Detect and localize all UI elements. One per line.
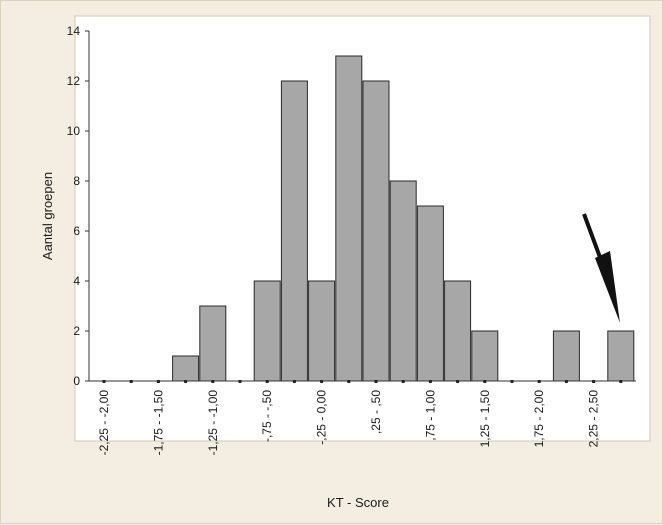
bar [172, 355, 200, 382]
x-tick-mark [510, 380, 514, 383]
x-tick-mark [564, 380, 568, 383]
y-tick-label: 10 [67, 124, 81, 138]
y-tick-label: 0 [73, 374, 80, 388]
x-tick-mark [184, 380, 188, 383]
bar [607, 330, 635, 382]
bar [308, 280, 336, 382]
x-tick-mark [619, 380, 623, 383]
bar [416, 205, 444, 382]
y-axis-title: Aantal groepen [40, 172, 55, 260]
x-tick-mark [292, 380, 296, 383]
x-tick-mark [238, 380, 242, 383]
bar [552, 330, 580, 382]
x-tick-mark [320, 380, 324, 383]
x-tick-label: -,75 - -,50 [260, 390, 274, 442]
x-tick-label: -1,25 - -1,00 [206, 390, 220, 456]
x-tick-mark [483, 380, 487, 383]
y-tick-label: 14 [67, 24, 81, 38]
x-ticks-group: -2,25 - -2,00 -1,75 - -1,50 -1,25 - -1,00 -… [97, 380, 623, 456]
x-tick-mark [456, 380, 460, 383]
x-tick-mark [537, 380, 541, 383]
x-tick-mark [347, 380, 351, 383]
x-tick-mark [401, 380, 405, 383]
x-tick-label: -1,75 - -1,50 [151, 390, 165, 456]
y-tick-label: 12 [67, 74, 81, 88]
x-tick-mark [156, 380, 160, 383]
y-tick-label: 4 [73, 274, 80, 288]
bars-group [172, 55, 635, 382]
x-tick-mark [129, 380, 133, 383]
y-tick-label: 6 [73, 224, 80, 238]
x-tick-label: -2,25 - -2,00 [97, 390, 111, 456]
x-tick-label: 2,25 - 2,50 [587, 390, 601, 448]
x-tick-mark [265, 380, 269, 383]
x-tick-label: 1,25 - 1,50 [478, 390, 492, 448]
y-tick-label: 2 [73, 324, 80, 338]
bar [199, 305, 227, 382]
bar [444, 280, 472, 382]
x-axis-title: KT - Score [327, 495, 389, 510]
x-tick-label: -,25 - 0,00 [315, 390, 329, 445]
x-tick-mark [592, 380, 596, 383]
bar [362, 80, 390, 382]
x-tick-mark [374, 380, 378, 383]
y-tick-label: 8 [73, 174, 80, 188]
x-tick-mark [428, 380, 432, 383]
x-tick-label: ,25 - ,50 [369, 390, 383, 434]
bar [471, 330, 499, 382]
x-tick-label: 1,75 - 2,00 [532, 390, 546, 448]
x-tick-mark [211, 380, 215, 383]
bar [335, 55, 363, 382]
x-tick-mark [102, 380, 106, 383]
bar [253, 280, 281, 382]
x-tick-label: ,75 - 1,00 [423, 390, 437, 441]
bar [389, 180, 417, 382]
annotation-arrow [582, 213, 620, 323]
y-ticks-group: 0 2 4 6 8 10 12 14 [67, 24, 89, 388]
bar [280, 80, 308, 382]
